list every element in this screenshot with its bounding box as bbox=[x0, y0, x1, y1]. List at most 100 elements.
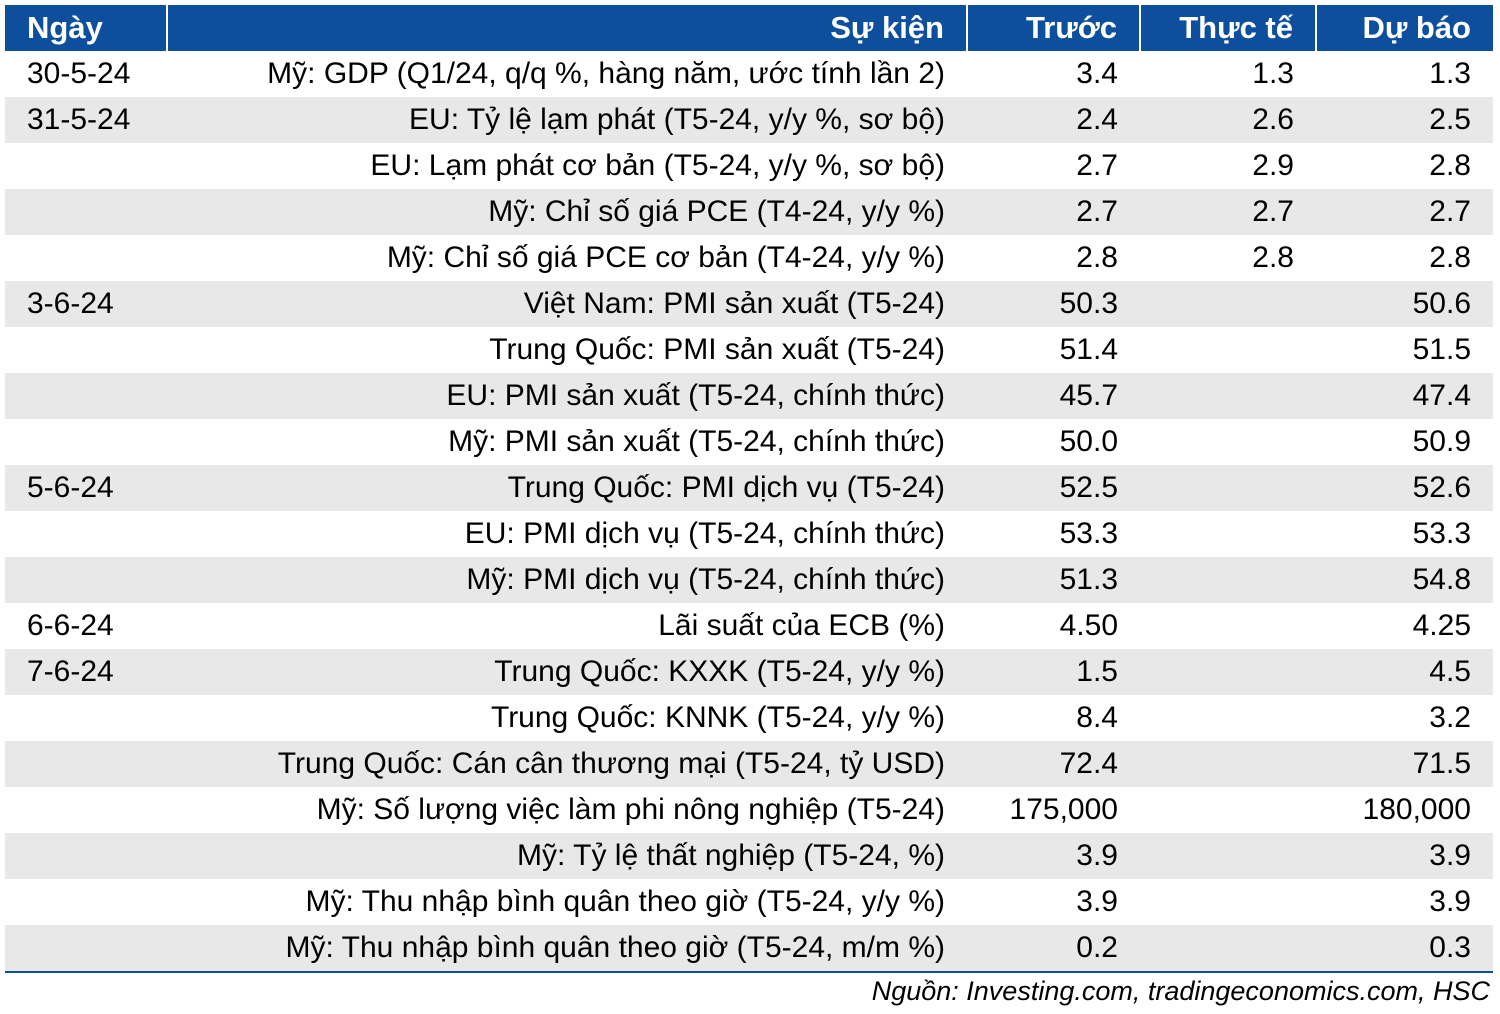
source-note: Nguồn: Investing.com, tradingeconomics.c… bbox=[871, 976, 1490, 1006]
row-actual: 2.7 bbox=[1140, 189, 1316, 235]
row-actual bbox=[1140, 879, 1316, 925]
row-actual bbox=[1140, 511, 1316, 557]
row-previous: 72.4 bbox=[967, 741, 1140, 787]
row-date bbox=[5, 557, 167, 603]
row-date bbox=[5, 741, 167, 787]
header-event: Sự kiện bbox=[166, 5, 967, 51]
table-row: 7-6-24 Trung Quốc: KXXK (T5-24, y/y %) 1.5… bbox=[5, 649, 1493, 695]
table-header: Ngày Sự kiện Trước Thực tế Dự báo bbox=[5, 5, 1493, 51]
row-actual bbox=[1140, 281, 1316, 327]
row-date: 30-5-24 bbox=[27, 57, 131, 90]
row-actual bbox=[1140, 557, 1316, 603]
row-date bbox=[5, 879, 167, 925]
table-row: EU: Lạm phát cơ bản (T5-24, y/y %, sơ bộ… bbox=[5, 143, 1493, 189]
row-forecast: 47.4 bbox=[1316, 373, 1493, 419]
row-event: EU: Lạm phát cơ bản (T5-24, y/y %, sơ bộ… bbox=[370, 149, 945, 182]
row-date bbox=[5, 787, 167, 833]
row-forecast: 71.5 bbox=[1316, 741, 1493, 787]
row-previous: 3.4 bbox=[1076, 57, 1118, 90]
row-event: Mỹ: PMI dịch vụ (T5-24, chính thức) bbox=[167, 557, 967, 603]
row-event: Mỹ: GDP (Q1/24, q/q %, hàng năm, ước tín… bbox=[267, 57, 945, 90]
table-row: Trung Quốc: KNNK (T5-24, y/y %) 8.4 3.2 bbox=[5, 695, 1493, 741]
row-event: Việt Nam: PMI sản xuất (T5-24) bbox=[167, 281, 967, 327]
row-event: Mỹ: Chỉ số giá PCE (T4-24, y/y %) bbox=[167, 189, 967, 235]
row-previous: 3.9 bbox=[967, 833, 1140, 879]
row-forecast: 3.9 bbox=[1316, 833, 1493, 879]
row-previous: 50.3 bbox=[967, 281, 1140, 327]
table-row: 31-5-24 EU: Tỷ lệ lạm phát (T5-24, y/y %,… bbox=[5, 97, 1493, 143]
row-actual bbox=[1140, 833, 1316, 879]
table-row: 5-6-24 Trung Quốc: PMI dịch vụ (T5-24) 52.… bbox=[5, 465, 1493, 511]
row-actual bbox=[1140, 787, 1316, 833]
row-actual: 2.6 bbox=[1140, 97, 1316, 143]
table-row: Mỹ: Số lượng việc làm phi nông nghiệp (T… bbox=[5, 787, 1493, 833]
table-row: Trung Quốc: Cán cân thương mại (T5-24, t… bbox=[5, 741, 1493, 787]
row-previous: 2.7 bbox=[1076, 149, 1118, 182]
row-forecast: 3.2 bbox=[1429, 701, 1471, 734]
row-event: Trung Quốc: KXXK (T5-24, y/y %) bbox=[167, 649, 967, 695]
economic-calendar: Ngày Sự kiện Trước Thực tế Dự báo 30-5-2… bbox=[5, 5, 1493, 973]
row-previous: 50.0 bbox=[1059, 425, 1118, 458]
row-previous: 51.4 bbox=[1059, 333, 1118, 366]
row-actual bbox=[1140, 327, 1316, 373]
row-actual: 1.3 bbox=[1252, 57, 1294, 90]
row-event: Trung Quốc: PMI dịch vụ (T5-24) bbox=[167, 465, 967, 511]
table-row: 30-5-24 Mỹ: GDP (Q1/24, q/q %, hàng năm, … bbox=[5, 51, 1493, 97]
row-date bbox=[5, 143, 167, 189]
row-actual bbox=[1140, 603, 1316, 649]
table-row: EU: PMI sản xuất (T5-24, chính thức) 45.7… bbox=[5, 373, 1493, 419]
bottom-rule bbox=[5, 971, 1493, 973]
events-table: Ngày Sự kiện Trước Thực tế Dự báo 30-5-2… bbox=[5, 5, 1493, 971]
table-row: Mỹ: Tỷ lệ thất nghiệp (T5-24, %) 3.9 3.9 bbox=[5, 833, 1493, 879]
row-event: Trung Quốc: KNNK (T5-24, y/y %) bbox=[490, 701, 945, 734]
row-date: 3-6-24 bbox=[5, 281, 167, 327]
table-row: 3-6-24 Việt Nam: PMI sản xuất (T5-24) 50.3… bbox=[5, 281, 1493, 327]
header-previous: Trước bbox=[966, 5, 1140, 51]
header-forecast: Dự báo bbox=[1315, 5, 1493, 51]
row-date: 6-6-24 bbox=[27, 609, 114, 642]
row-forecast: 2.8 bbox=[1429, 241, 1471, 274]
row-forecast: 2.8 bbox=[1429, 149, 1471, 182]
row-previous: 51.3 bbox=[967, 557, 1140, 603]
row-actual: 2.8 bbox=[1252, 241, 1294, 274]
row-date bbox=[5, 235, 167, 281]
row-date bbox=[5, 695, 167, 741]
table-row: Mỹ: Thu nhập bình quân theo giờ (T5-24, … bbox=[5, 925, 1493, 971]
row-forecast: 0.3 bbox=[1316, 925, 1493, 971]
row-date: 5-6-24 bbox=[5, 465, 167, 511]
row-previous: 45.7 bbox=[967, 373, 1140, 419]
row-forecast: 2.5 bbox=[1316, 97, 1493, 143]
row-actual bbox=[1140, 695, 1316, 741]
row-previous: 2.7 bbox=[967, 189, 1140, 235]
row-actual bbox=[1140, 465, 1316, 511]
row-event: Mỹ: Chỉ số giá PCE cơ bản (T4-24, y/y %) bbox=[386, 241, 945, 274]
row-previous: 8.4 bbox=[1076, 701, 1118, 734]
row-date bbox=[5, 419, 167, 465]
table-row: EU: PMI dịch vụ (T5-24, chính thức) 53.3 5… bbox=[5, 511, 1493, 557]
row-event: Trung Quốc: Cán cân thương mại (T5-24, t… bbox=[167, 741, 967, 787]
table-body: 30-5-24 Mỹ: GDP (Q1/24, q/q %, hàng năm, … bbox=[5, 51, 1493, 971]
row-date bbox=[5, 189, 167, 235]
table-row: Mỹ: Chỉ số giá PCE (T4-24, y/y %) 2.7 2.7 2… bbox=[5, 189, 1493, 235]
row-event: Lãi suất của ECB (%) bbox=[658, 609, 945, 642]
row-event: Mỹ: Thu nhập bình quân theo giờ (T5-24, … bbox=[305, 885, 945, 918]
row-forecast: 53.3 bbox=[1412, 517, 1471, 550]
table-row: 6-6-24 Lãi suất của ECB (%) 4.50 4.25 bbox=[5, 603, 1493, 649]
row-date: 31-5-24 bbox=[5, 97, 167, 143]
row-previous: 52.5 bbox=[967, 465, 1140, 511]
table-row: Mỹ: PMI dịch vụ (T5-24, chính thức) 51.3 5… bbox=[5, 557, 1493, 603]
row-previous: 53.3 bbox=[1059, 517, 1118, 550]
row-event: Mỹ: PMI sản xuất (T5-24, chính thức) bbox=[448, 425, 945, 458]
row-date bbox=[5, 511, 167, 557]
row-actual bbox=[1140, 373, 1316, 419]
row-event: Trung Quốc: PMI sản xuất (T5-24) bbox=[489, 333, 945, 366]
row-previous: 2.4 bbox=[967, 97, 1140, 143]
row-forecast: 50.9 bbox=[1412, 425, 1471, 458]
row-actual bbox=[1140, 741, 1316, 787]
row-previous: 3.9 bbox=[1076, 885, 1118, 918]
row-forecast: 54.8 bbox=[1316, 557, 1493, 603]
row-previous: 4.50 bbox=[1059, 609, 1118, 642]
table-row: Mỹ: Thu nhập bình quân theo giờ (T5-24, … bbox=[5, 879, 1493, 925]
row-previous: 2.8 bbox=[1076, 241, 1118, 274]
row-actual: 2.9 bbox=[1252, 149, 1294, 182]
